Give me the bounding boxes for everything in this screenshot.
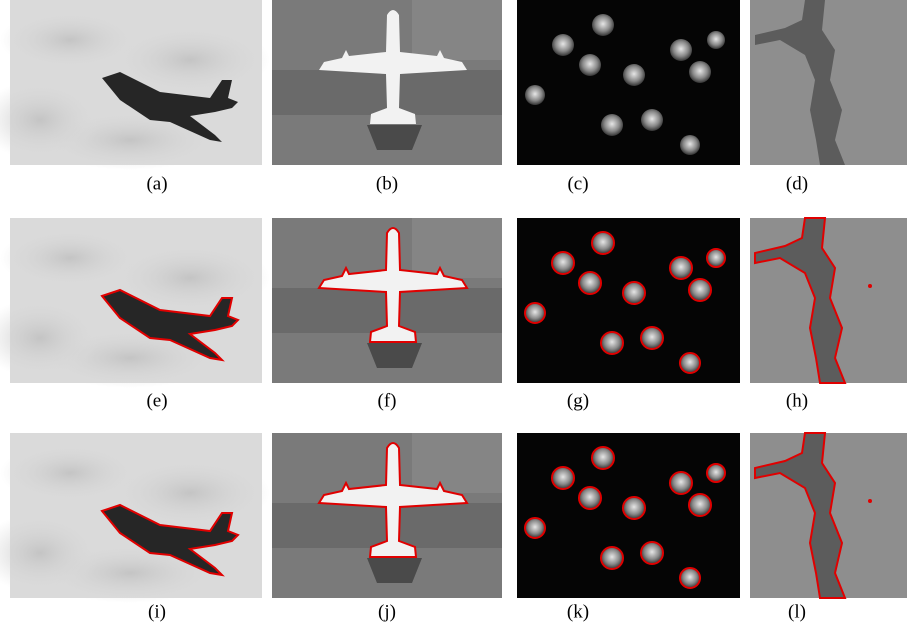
cell — [552, 34, 574, 56]
cell — [680, 568, 700, 588]
image-panel — [0, 0, 270, 170]
cell — [592, 14, 614, 36]
caption: (i) — [148, 601, 166, 622]
cell — [525, 303, 545, 323]
image-panel — [0, 433, 270, 603]
cell — [579, 54, 601, 76]
cell — [552, 467, 574, 489]
caption: (b) — [376, 173, 398, 194]
cell — [670, 472, 692, 494]
caption: (c) — [567, 173, 588, 194]
caption: (j) — [378, 601, 396, 622]
cell — [689, 61, 711, 83]
cell — [670, 39, 692, 61]
cell — [601, 332, 623, 354]
image-panel — [272, 0, 502, 165]
cell — [689, 279, 711, 301]
caption: (e) — [146, 390, 167, 411]
cell — [601, 114, 623, 136]
caption: (a) — [146, 173, 167, 194]
figure: (a) (b) (c) (d) (e) (f) (g) (h) (i) (j) (k) (l) — [0, 0, 907, 628]
image-panel — [517, 218, 740, 383]
image-panel — [517, 433, 740, 598]
cell — [680, 135, 700, 155]
cell — [689, 494, 711, 516]
image-panel — [750, 0, 907, 165]
caption: (g) — [567, 390, 589, 411]
caption: (d) — [786, 173, 808, 194]
cell — [680, 353, 700, 373]
caption: (l) — [788, 601, 806, 622]
image-panel — [272, 433, 502, 598]
cell — [552, 252, 574, 274]
cell — [641, 542, 663, 564]
cell — [707, 249, 725, 267]
cell — [601, 547, 623, 569]
cell — [623, 497, 645, 519]
caption: (k) — [567, 601, 589, 622]
image-panel — [750, 218, 907, 383]
cell — [707, 31, 725, 49]
patch — [412, 218, 502, 278]
image-panel — [750, 433, 907, 598]
image-panel — [0, 218, 270, 388]
cell — [579, 487, 601, 509]
caption: (h) — [786, 390, 808, 411]
cell — [623, 282, 645, 304]
crack-spot — [868, 499, 872, 503]
patch — [412, 0, 502, 60]
cell — [641, 109, 663, 131]
cell — [525, 518, 545, 538]
cell — [707, 464, 725, 482]
cell — [592, 447, 614, 469]
image-panel — [272, 218, 502, 383]
cell — [670, 257, 692, 279]
cell — [623, 64, 645, 86]
crack-spot — [868, 284, 872, 288]
cell — [592, 232, 614, 254]
patch — [412, 433, 502, 493]
caption: (f) — [378, 390, 397, 411]
cell — [525, 85, 545, 105]
cell — [641, 327, 663, 349]
cell — [579, 272, 601, 294]
image-panel — [517, 0, 740, 165]
